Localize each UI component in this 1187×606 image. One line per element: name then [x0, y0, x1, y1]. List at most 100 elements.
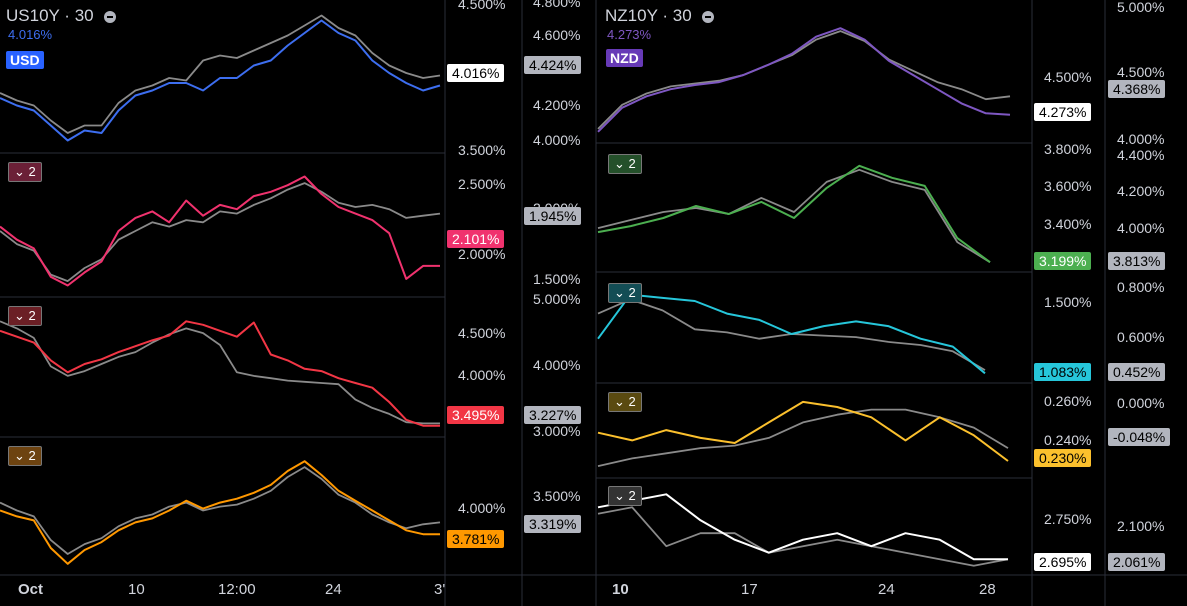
tick-label: 4.000%: [1117, 131, 1165, 147]
tick-label: 4.500%: [1044, 69, 1092, 85]
currency-badge-usd: USD: [6, 51, 44, 69]
pane-count: 2: [628, 156, 636, 171]
price-tag-right-5: 2.695%: [1034, 553, 1092, 571]
compare-line-left-2: [0, 182, 441, 282]
price-tag-left-4: 3.781%: [447, 530, 505, 548]
tick-label: 3.600%: [1044, 178, 1092, 194]
x-tick-label: 12:00: [218, 581, 256, 598]
x-tick-label: 17: [741, 581, 758, 598]
tick-label: 4.500%: [458, 325, 506, 341]
tick-label: 3.400%: [1044, 216, 1092, 232]
tick-label: 3.800%: [1044, 141, 1092, 157]
compare-line-right-5: [597, 506, 1009, 567]
series-line-right-2: [597, 164, 991, 264]
pane-header-left-2[interactable]: ⌄ 2: [8, 162, 42, 182]
tick-label: 3.500%: [458, 142, 506, 158]
compare-tag-right-4: -0.048%: [1108, 428, 1171, 446]
tick-label: 4.800%: [533, 0, 581, 10]
symbol-separator: ·: [64, 6, 70, 25]
compare-line-right-1: [597, 30, 1011, 130]
compare-tag-left-1: 4.424%: [524, 56, 582, 74]
series-line-right-5: [597, 493, 1008, 561]
chevron-down-icon: ⌄: [614, 156, 629, 171]
price-tag-left-1: 4.016%: [447, 64, 505, 82]
series-line-right-1: [597, 27, 1011, 133]
price-tag-left-2: 2.101%: [447, 230, 505, 248]
last-value-right: 4.273%: [607, 27, 652, 42]
tick-label: 1.500%: [1044, 294, 1092, 310]
tick-label: 3.000%: [533, 423, 581, 439]
pane-header-right-5[interactable]: ⌄ 2: [608, 486, 642, 506]
series-line-right-4: [597, 400, 1009, 462]
pane-header-left-4[interactable]: ⌄ 2: [8, 446, 42, 466]
compare-tag-left-4: 3.319%: [524, 515, 582, 533]
compare-tag-left-3: 3.227%: [524, 406, 582, 424]
tick-label: 4.000%: [458, 500, 506, 516]
compare-tag-right-2: 3.813%: [1108, 252, 1166, 270]
compare-tag-right-3: 0.452%: [1108, 363, 1166, 381]
compare-tag-left-2: 1.945%: [524, 207, 582, 225]
compare-tag-right-1: 4.368%: [1108, 80, 1166, 98]
compare-line-left-1: [0, 14, 441, 134]
pane-header-right-3[interactable]: ⌄ 2: [608, 283, 642, 303]
last-value-left: 4.016%: [8, 27, 53, 42]
tick-label: 4.000%: [458, 367, 506, 383]
series-line-left-2: [0, 175, 440, 287]
pane-header-left-3[interactable]: ⌄ 2: [8, 306, 42, 326]
tick-label: 4.400%: [1117, 147, 1165, 163]
compare-line-right-2: [597, 168, 991, 263]
tick-label: 2.000%: [458, 246, 506, 262]
pane-header-right-2[interactable]: ⌄ 2: [608, 154, 642, 174]
symbol-separator: ·: [662, 6, 669, 25]
tick-label: 5.000%: [533, 291, 581, 307]
tick-label: 4.200%: [533, 97, 581, 113]
x-tick-label: 3': [434, 581, 446, 598]
tick-label: 0.260%: [1044, 393, 1092, 409]
compare-tag-right-5: 2.061%: [1108, 553, 1166, 571]
tick-label: 0.240%: [1044, 432, 1092, 448]
chevron-down-icon: ⌄: [14, 164, 29, 179]
x-tick-label: Oct: [18, 581, 44, 598]
interval-label: 30: [74, 6, 94, 25]
series-line-right-3: [597, 293, 986, 375]
x-tick-label: 24: [325, 581, 342, 598]
tick-label: 4.500%: [458, 0, 506, 12]
tick-label: 0.600%: [1117, 329, 1165, 345]
tick-label: 0.800%: [1117, 279, 1165, 295]
minimize-icon[interactable]: [104, 10, 117, 23]
tick-label: 2.100%: [1117, 518, 1165, 534]
tick-label: 4.000%: [1117, 220, 1165, 236]
pane-count: 2: [28, 448, 36, 463]
compare-line-left-4: [0, 466, 441, 555]
interval-label: 30: [672, 6, 692, 25]
pane-count: 2: [628, 394, 636, 409]
compare-line-right-4: [597, 408, 1009, 467]
price-tag-left-3: 3.495%: [447, 406, 505, 424]
pane-count: 2: [28, 164, 36, 179]
tick-label: 4.000%: [533, 132, 581, 148]
tick-label: 2.500%: [458, 176, 506, 192]
pane-count: 2: [28, 308, 36, 323]
price-tag-right-3: 1.083%: [1034, 363, 1092, 381]
x-tick-label: 28: [979, 581, 996, 598]
minimize-icon[interactable]: [702, 10, 715, 23]
pane-count: 2: [628, 488, 636, 503]
series-line-left-1: [0, 19, 441, 142]
symbol-title-left[interactable]: US10Y · 30: [6, 6, 117, 26]
symbol-title-right[interactable]: NZ10Y · 30: [605, 6, 715, 26]
series-line-left-3: [0, 320, 440, 427]
chevron-down-icon: ⌄: [14, 308, 29, 323]
currency-badge-nzd: NZD: [606, 49, 643, 67]
tick-label: 2.750%: [1044, 511, 1092, 527]
price-tag-right-2: 3.199%: [1034, 252, 1092, 270]
tick-label: 0.000%: [1117, 395, 1165, 411]
tick-label: 4.600%: [533, 27, 581, 43]
chevron-down-icon: ⌄: [614, 285, 629, 300]
price-tag-right-1: 4.273%: [1034, 103, 1092, 121]
pane-count: 2: [628, 285, 636, 300]
pane-header-right-4[interactable]: ⌄ 2: [608, 392, 642, 412]
x-tick-label: 24: [878, 581, 895, 598]
compare-line-left-3: [0, 320, 440, 425]
